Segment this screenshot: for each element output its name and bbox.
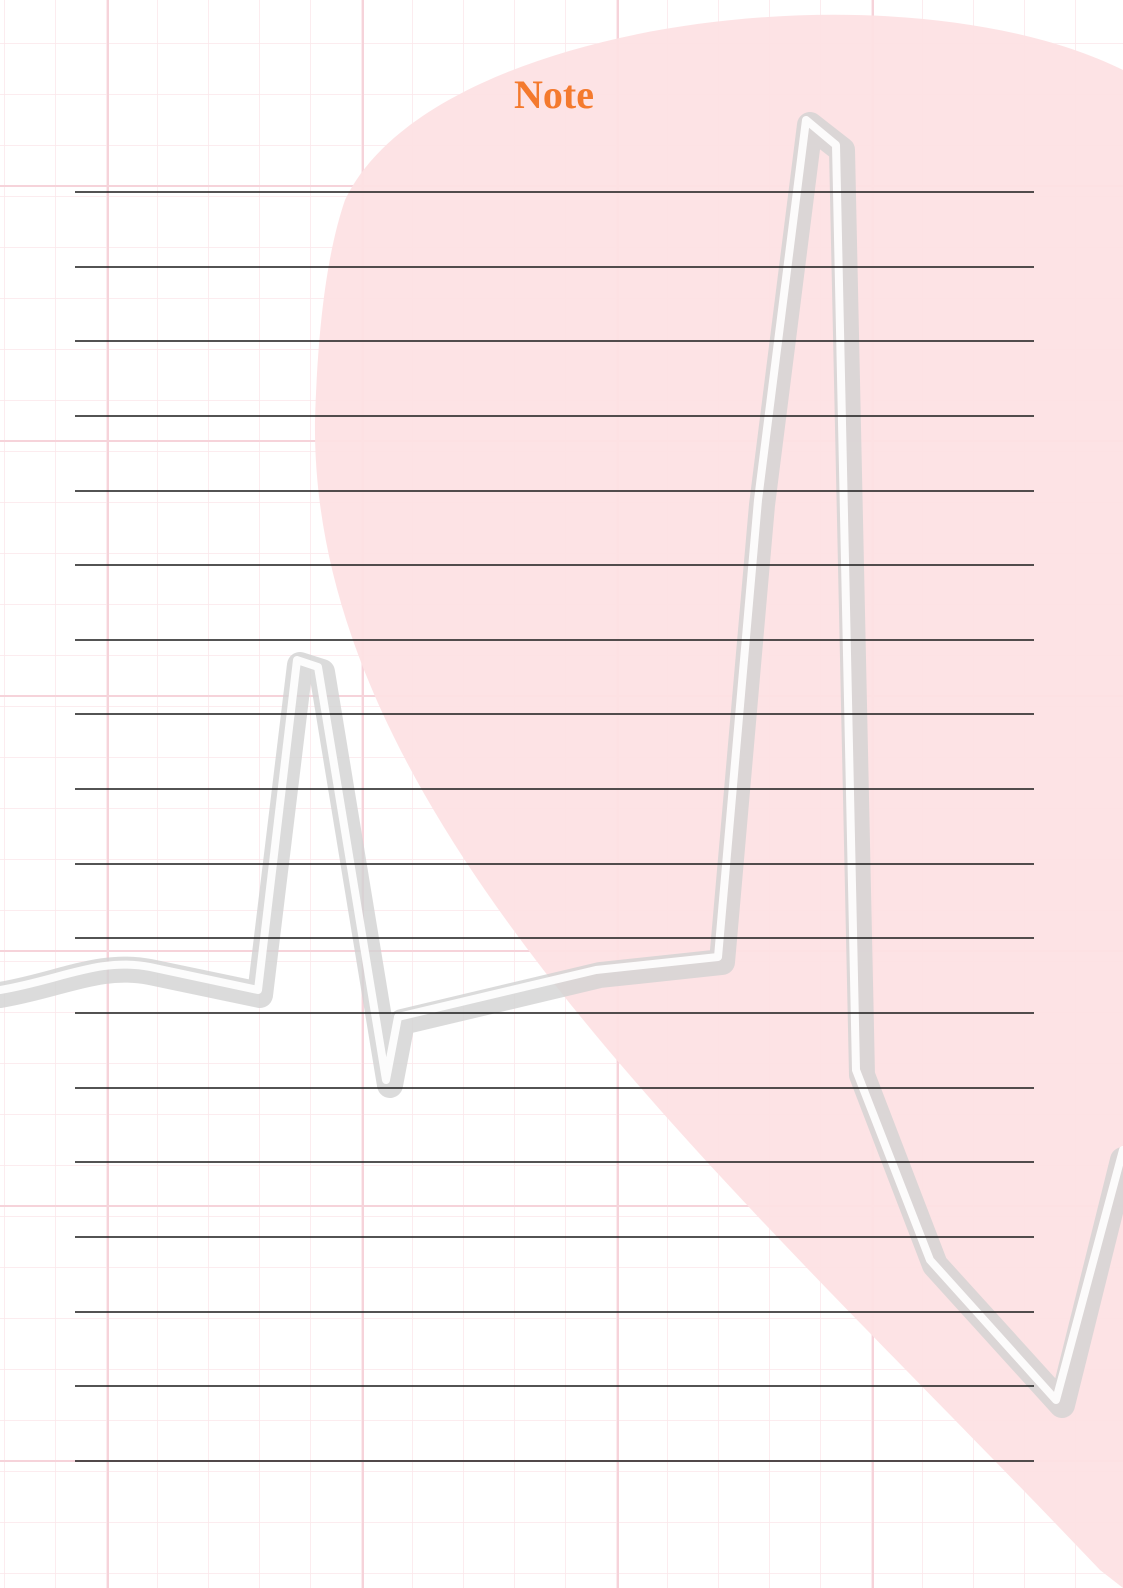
note-page: Note xyxy=(0,0,1123,1588)
page-title: Note xyxy=(514,72,594,117)
page: Note (() => { const data = JSON.parse(do… xyxy=(0,0,1123,1588)
